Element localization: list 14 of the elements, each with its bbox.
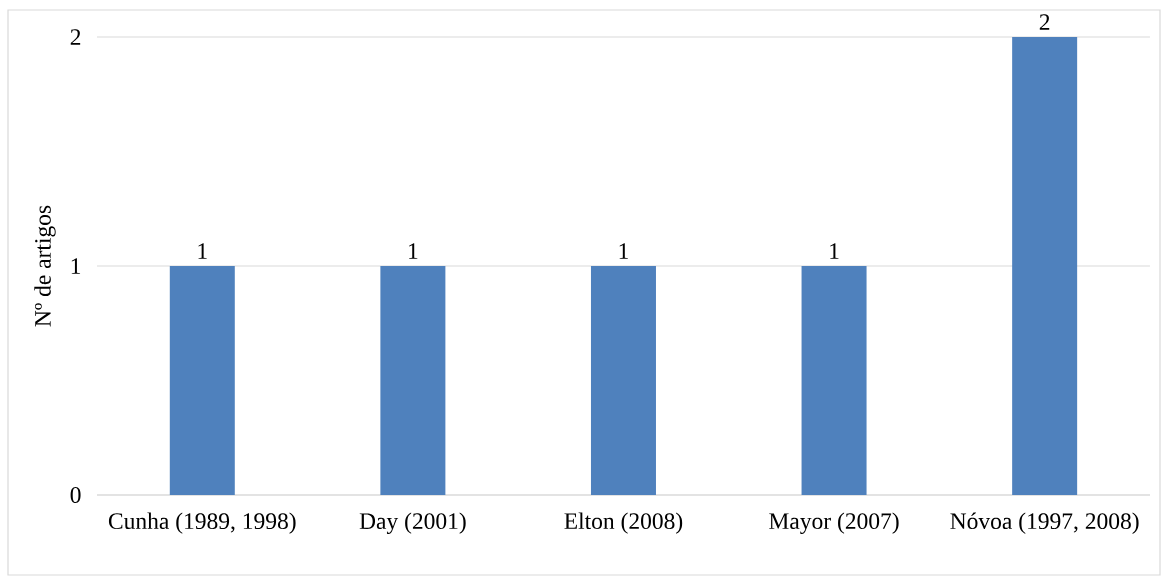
- data-label: 1: [198, 243, 207, 259]
- y-tick-label: 2: [70, 29, 81, 45]
- x-tick-label: Mayor (2007): [769, 512, 899, 534]
- x-tick-label: Cunha (1989, 1998): [108, 512, 296, 534]
- y-tick-label: 1: [71, 258, 81, 274]
- data-label: 1: [409, 243, 418, 259]
- y-axis-title: Nº de artigos: [34, 205, 56, 327]
- data-label: 2: [1039, 14, 1050, 30]
- data-label: 1: [619, 243, 628, 259]
- x-tick-label: Nóvoa (1997, 2008): [950, 512, 1139, 534]
- x-tick-label: Elton (2008): [564, 512, 683, 534]
- data-label: 1: [830, 243, 839, 259]
- y-tick-label: 0: [70, 487, 81, 503]
- x-tick-label: Day (2001): [359, 512, 466, 534]
